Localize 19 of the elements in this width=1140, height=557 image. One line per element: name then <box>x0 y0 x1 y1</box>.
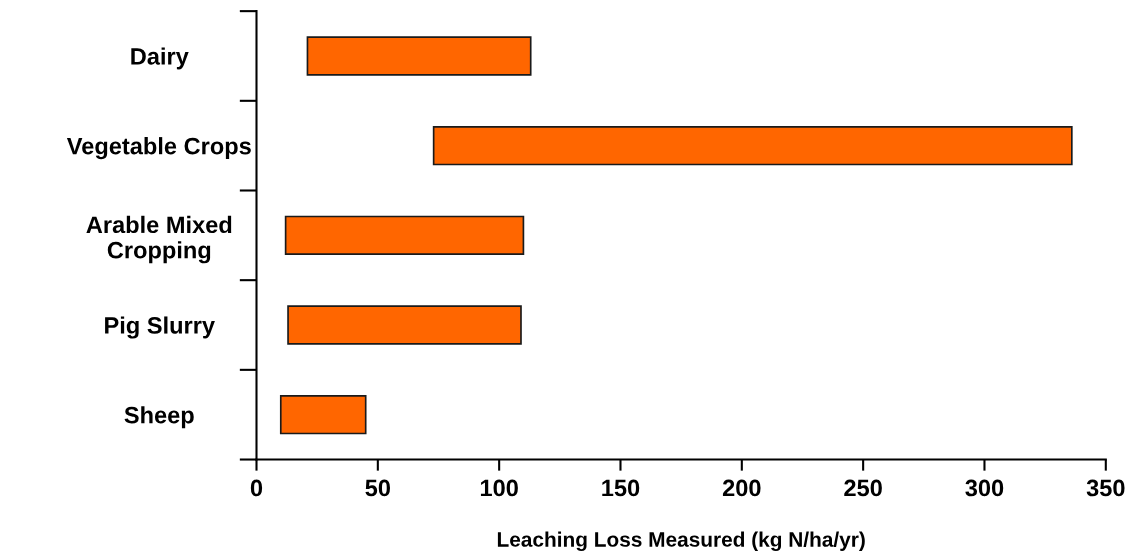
x-tick-label: 300 <box>965 479 1004 497</box>
bar <box>432 125 1073 166</box>
x-tick-label: 50 <box>365 479 390 497</box>
y-tick-label: Arable Mixed Cropping <box>86 215 232 264</box>
y-tick-label: Vegetable Crops <box>66 137 251 160</box>
bar <box>287 305 522 345</box>
x-tick-label: 350 <box>1086 479 1125 497</box>
y-tick-label: Sheep <box>124 406 194 429</box>
y-tick-label: Dairy <box>131 47 189 70</box>
bar <box>284 215 525 255</box>
x-tick-label: 0 <box>250 479 263 497</box>
bar <box>306 36 532 76</box>
x-tick-label: 100 <box>480 479 518 497</box>
bar <box>279 395 367 435</box>
x-axis-title: Leaching Loss Measured (kg N/ha/yr) <box>497 531 865 552</box>
x-tick-label: 200 <box>722 479 761 497</box>
y-tick-label: Pig Slurry <box>105 316 215 339</box>
x-tick-label: 250 <box>844 479 882 497</box>
x-tick-label: 150 <box>602 479 640 497</box>
